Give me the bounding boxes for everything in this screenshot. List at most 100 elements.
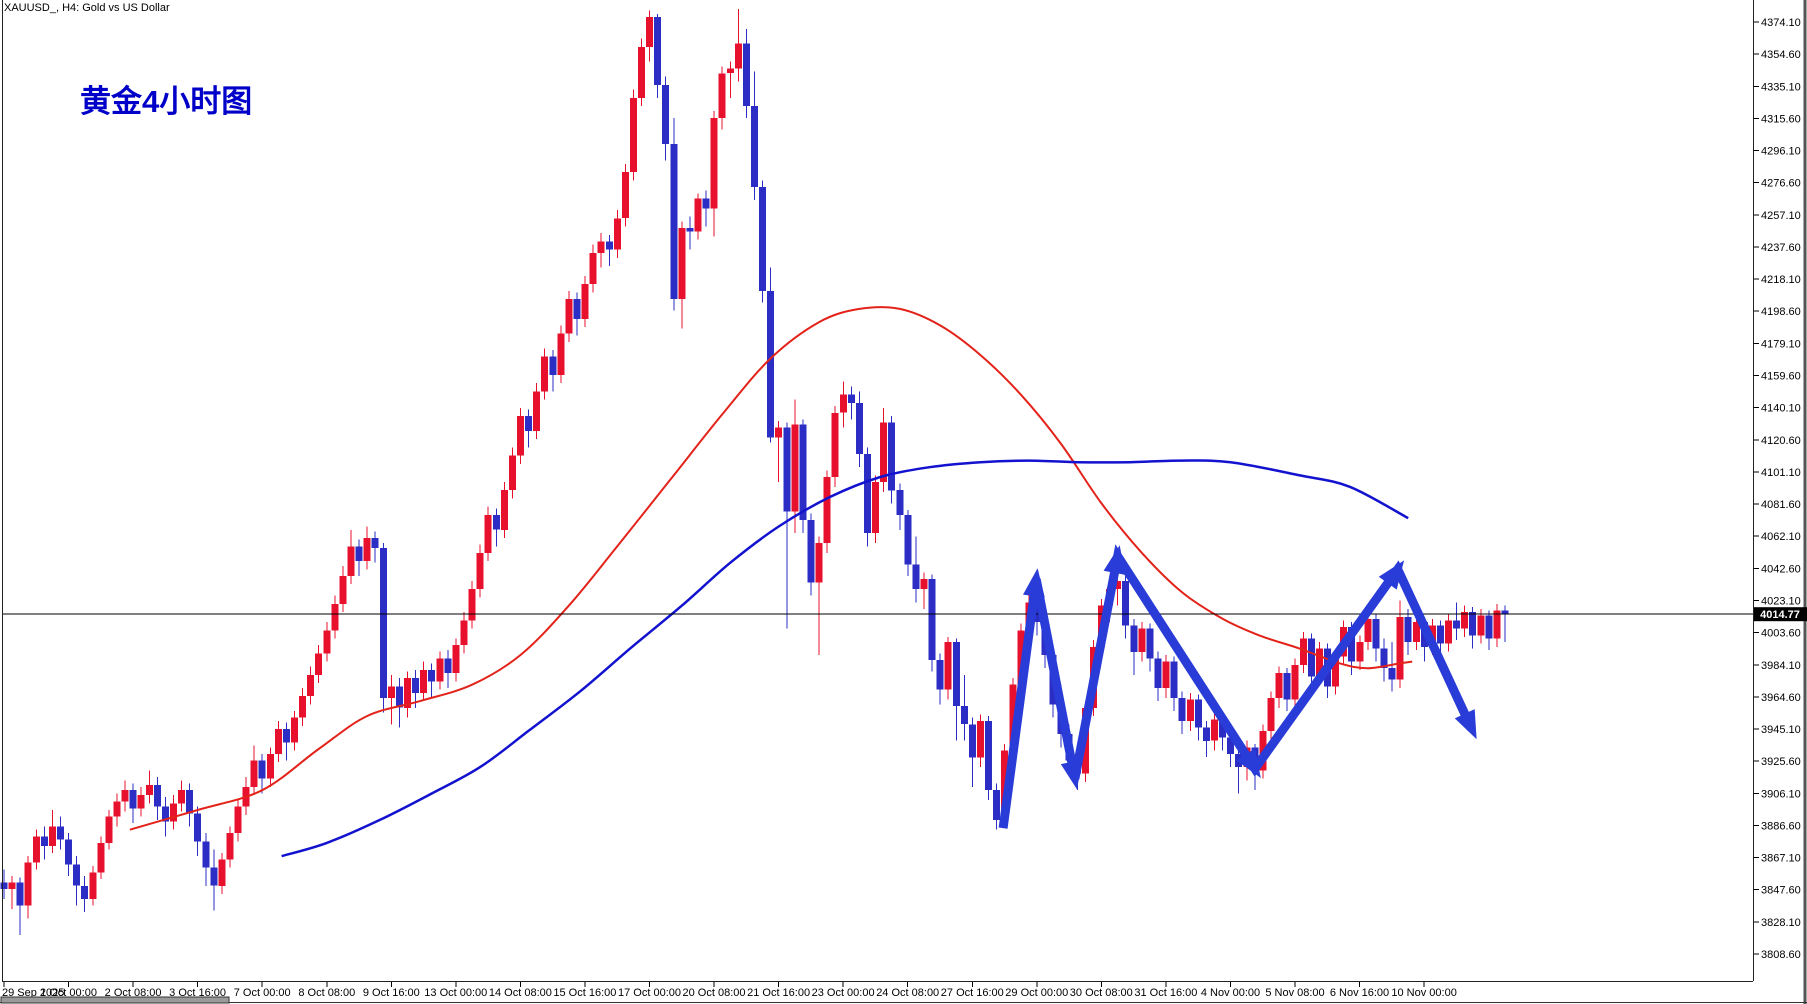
bear-candle-body — [896, 490, 904, 515]
bull-candle-body — [387, 686, 395, 698]
bull-candle-body — [1332, 656, 1339, 687]
bull-candle-body — [1412, 622, 1420, 642]
bear-candle-body — [936, 660, 944, 690]
bear-candle-body — [355, 546, 363, 562]
bull-candle-body — [307, 674, 315, 697]
bear-candle-body — [1388, 668, 1396, 680]
bull-candle-body — [323, 630, 331, 654]
bull-candle-body — [1017, 630, 1025, 685]
bear-candle-body — [605, 241, 613, 250]
time-axis-label: 24 Oct 08:00 — [876, 987, 939, 999]
price-axis-label: 3925.60 — [1761, 756, 1801, 768]
bear-candle-body — [57, 826, 64, 840]
chart-annotation: 黄金4小时图 — [80, 84, 252, 119]
bear-candle-body — [1194, 699, 1202, 728]
bear-candle-body — [904, 514, 912, 565]
bear-candle-body — [371, 538, 379, 548]
bear-candle-body — [186, 790, 194, 814]
time-axis-label: 29 Sep 2025 — [2, 987, 64, 999]
bull-candle-body — [291, 717, 298, 743]
time-axis-label: 13 Oct 00:00 — [424, 987, 487, 999]
bear-candle-body — [960, 706, 968, 725]
bear-candle-body — [412, 678, 420, 693]
bull-candle-body — [977, 721, 984, 758]
bull-candle-body — [452, 645, 460, 674]
bear-candle-body — [525, 416, 533, 431]
price-axis-label: 3847.60 — [1761, 885, 1801, 897]
bear-candle-body — [662, 84, 670, 145]
bull-candle-body — [1299, 638, 1307, 665]
arrowhead-icon — [1060, 759, 1083, 790]
bear-candle-body — [1130, 625, 1138, 652]
bull-candle-body — [484, 514, 492, 553]
time-axis-label: 29 Oct 00:00 — [1005, 987, 1068, 999]
price-axis-label: 3867.10 — [1761, 853, 1801, 865]
bull-candle-body — [831, 412, 839, 478]
bull-candle-body — [508, 455, 516, 491]
arrowhead-icon — [1103, 545, 1126, 575]
bear-candle-body — [855, 402, 863, 454]
bull-candle-body — [299, 696, 307, 718]
bear-candle-body — [282, 729, 290, 743]
bear-candle-body — [1122, 580, 1130, 626]
time-axis-label: 14 Oct 08:00 — [489, 987, 552, 999]
chart-title: XAUUSD_, H4: Gold vs US Dollar — [4, 2, 170, 14]
price-axis-label: 3984.10 — [1761, 660, 1801, 672]
bull-candle-body — [8, 882, 16, 890]
bull-candle-body — [1445, 620, 1452, 644]
bull-candle-body — [1275, 673, 1283, 698]
bull-candle-body — [541, 356, 549, 392]
bear-candle-body — [0, 882, 8, 890]
bull-candle-body — [250, 760, 258, 787]
horizontal-scrollbar — [0, 996, 1807, 1004]
bull-candle-body — [839, 394, 847, 413]
bull-candle-body — [1009, 684, 1017, 751]
time-axis-label: 10 Nov 00:00 — [1391, 987, 1456, 999]
bull-candle-body — [500, 490, 508, 530]
bull-candle-body — [1186, 699, 1194, 721]
bull-candle-body — [646, 17, 654, 47]
price-axis[interactable]: 4374.10 4354.60 4335.10 4315.60 4296.10 4276.… — [1753, 17, 1801, 961]
bear-candle-body — [258, 760, 266, 779]
bull-candle-body — [1364, 618, 1372, 642]
price-axis-label: 3964.60 — [1761, 692, 1801, 704]
price-axis-label: 4120.60 — [1761, 435, 1801, 447]
bull-candle-body — [1493, 610, 1501, 639]
bull-candle-body — [436, 658, 444, 682]
price-axis-label: 4374.10 — [1761, 17, 1801, 29]
time-axis-label: 7 Oct 00:00 — [234, 987, 291, 999]
bull-candle-body — [726, 68, 734, 74]
bull-candle-body — [678, 228, 686, 300]
bid-tag-price: 4014.77 — [1760, 609, 1800, 621]
time-axis-label: 4 Nov 00:00 — [1201, 987, 1260, 999]
time-axis-label: 5 Nov 08:00 — [1265, 987, 1324, 999]
bull-candle-body — [775, 427, 783, 438]
time-axis-label: 23 Oct 00:00 — [812, 987, 875, 999]
price-axis-label: 4023.10 — [1761, 596, 1801, 608]
price-axis-label: 4198.60 — [1761, 306, 1801, 318]
bull-candle-body — [178, 790, 185, 804]
bull-candle-body — [89, 872, 97, 899]
bear-candle-body — [1033, 602, 1041, 623]
bull-candle-body — [113, 801, 121, 817]
bear-candle-body — [73, 864, 81, 886]
bear-candle-body — [1501, 610, 1509, 615]
bear-candle-body — [153, 785, 161, 807]
bear-candle-body — [1178, 697, 1186, 721]
bull-candle-body — [920, 579, 928, 590]
bull-candle-body — [218, 859, 226, 886]
price-axis-label: 4218.10 — [1761, 274, 1801, 286]
bull-candle-body — [710, 117, 718, 209]
h-scrollbar-thumb[interactable] — [0, 996, 230, 1004]
bear-candle-body — [952, 641, 960, 707]
bull-candle-body — [638, 46, 645, 98]
bull-candle-body — [1267, 697, 1275, 731]
bull-candle-body — [274, 729, 282, 754]
bull-candle-body — [331, 603, 339, 631]
bear-candle-body — [1453, 620, 1461, 629]
bear-candle-body — [1283, 673, 1291, 700]
